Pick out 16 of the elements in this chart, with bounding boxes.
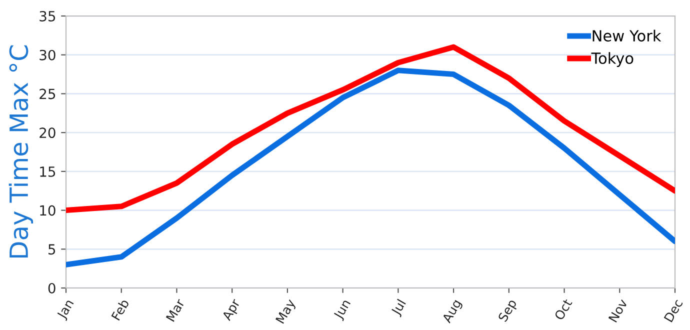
y-tick-label: 25 [40,88,56,100]
x-tick-label: Oct [554,298,572,321]
x-tick-label: Jun [333,298,353,322]
x-tick-label: Feb [110,298,130,321]
x-tick-label: Jan [56,298,76,321]
y-tick-label: 5 [48,244,56,255]
legend-label: Tokyo [591,52,634,67]
legend-label: New York [592,30,662,42]
y-tick-label: 30 [40,50,56,60]
y-tick-label: 10 [40,205,56,216]
x-tick-label: Jul [390,298,408,318]
y-axis-title: Day Time Max °C [8,45,34,258]
y-tick-label: 0 [48,282,56,294]
y-tick-label: 35 [40,10,56,22]
y-tick-label: 20 [40,128,56,138]
y-tick-label: 15 [40,166,56,177]
